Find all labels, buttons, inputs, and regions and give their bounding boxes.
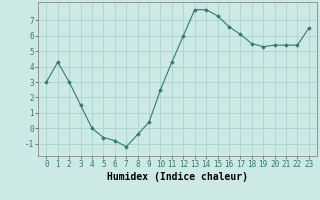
X-axis label: Humidex (Indice chaleur): Humidex (Indice chaleur) — [107, 172, 248, 182]
